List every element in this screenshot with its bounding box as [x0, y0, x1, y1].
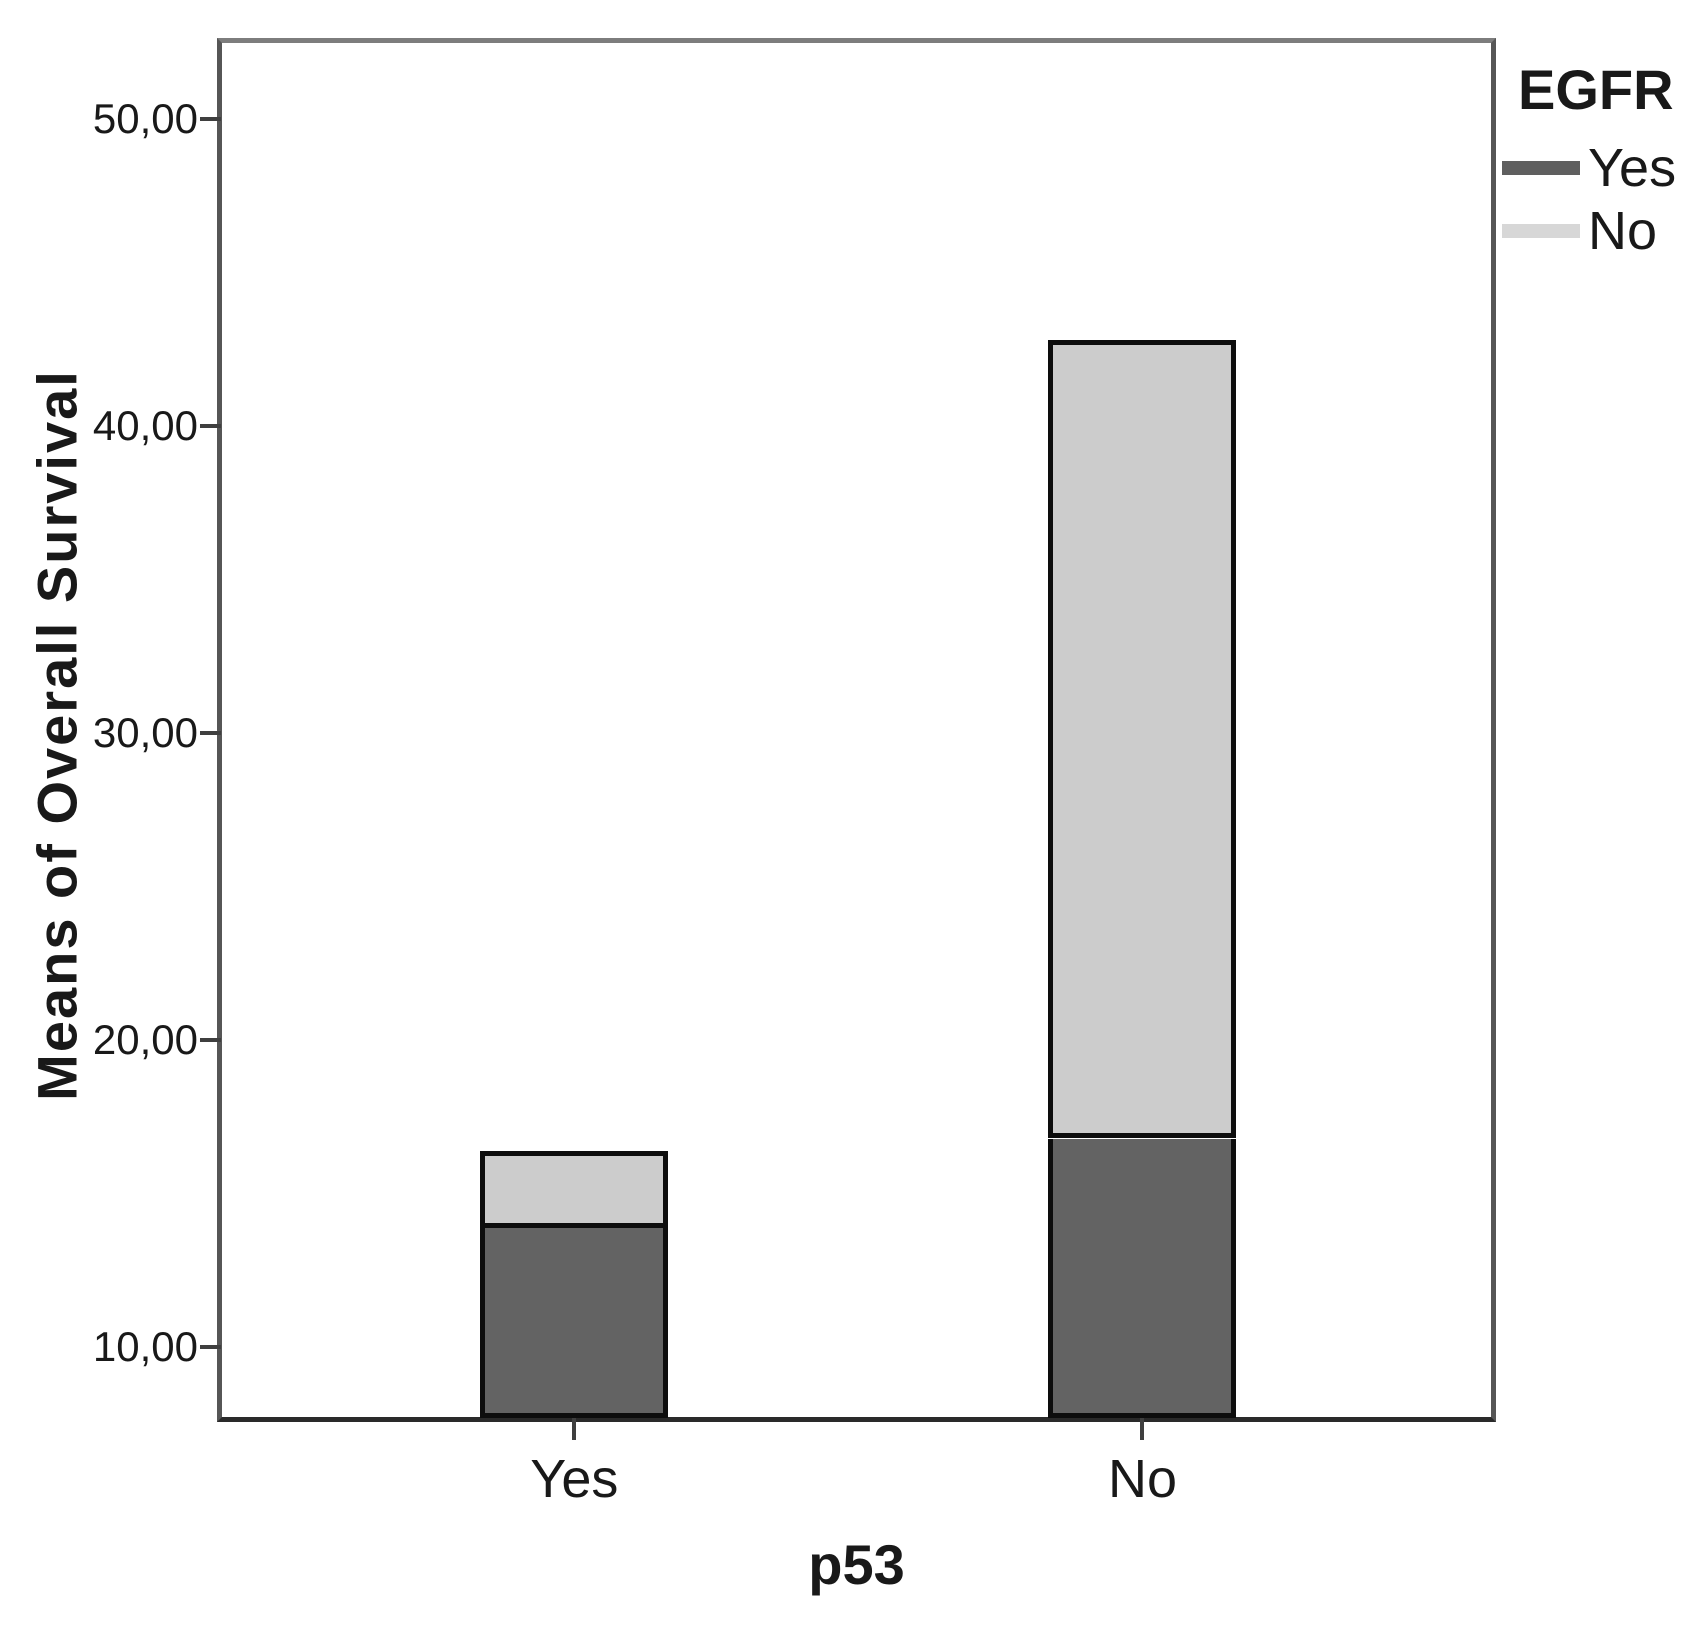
- x-axis-title: p53: [808, 1533, 905, 1596]
- y-tick: [200, 423, 221, 428]
- legend-item: No: [1502, 199, 1676, 262]
- legend: EGFR Yes No: [1502, 58, 1676, 262]
- x-category-label: No: [1107, 1449, 1177, 1509]
- bar-segment-egfr-yes: [480, 1227, 668, 1418]
- x-category-label: Yes: [530, 1449, 619, 1509]
- y-tick-label: 40,00: [92, 401, 198, 449]
- legend-swatch: [1502, 160, 1580, 175]
- y-tick-label: 10,00: [92, 1323, 198, 1371]
- bar-segment-egfr-yes: [1048, 1138, 1236, 1418]
- y-tick-label: 30,00: [92, 709, 198, 757]
- plot-area: [217, 38, 1496, 1422]
- bar-segment-egfr-no: [480, 1150, 668, 1228]
- y-tick-label: 20,00: [92, 1016, 198, 1064]
- y-tick: [200, 1345, 221, 1350]
- legend-swatch: [1502, 223, 1580, 238]
- x-tick: [1140, 1418, 1145, 1440]
- legend-item-label: Yes: [1588, 137, 1677, 198]
- y-tick: [200, 731, 221, 736]
- legend-item-label: No: [1588, 200, 1658, 261]
- bar-segment-egfr-no: [1048, 339, 1236, 1139]
- x-tick: [572, 1418, 577, 1440]
- legend-items: Yes No: [1502, 136, 1676, 262]
- y-tick: [200, 116, 221, 121]
- legend-item: Yes: [1502, 136, 1676, 199]
- legend-title: EGFR: [1518, 58, 1674, 121]
- y-tick-label: 50,00: [92, 94, 198, 142]
- y-tick: [200, 1038, 221, 1043]
